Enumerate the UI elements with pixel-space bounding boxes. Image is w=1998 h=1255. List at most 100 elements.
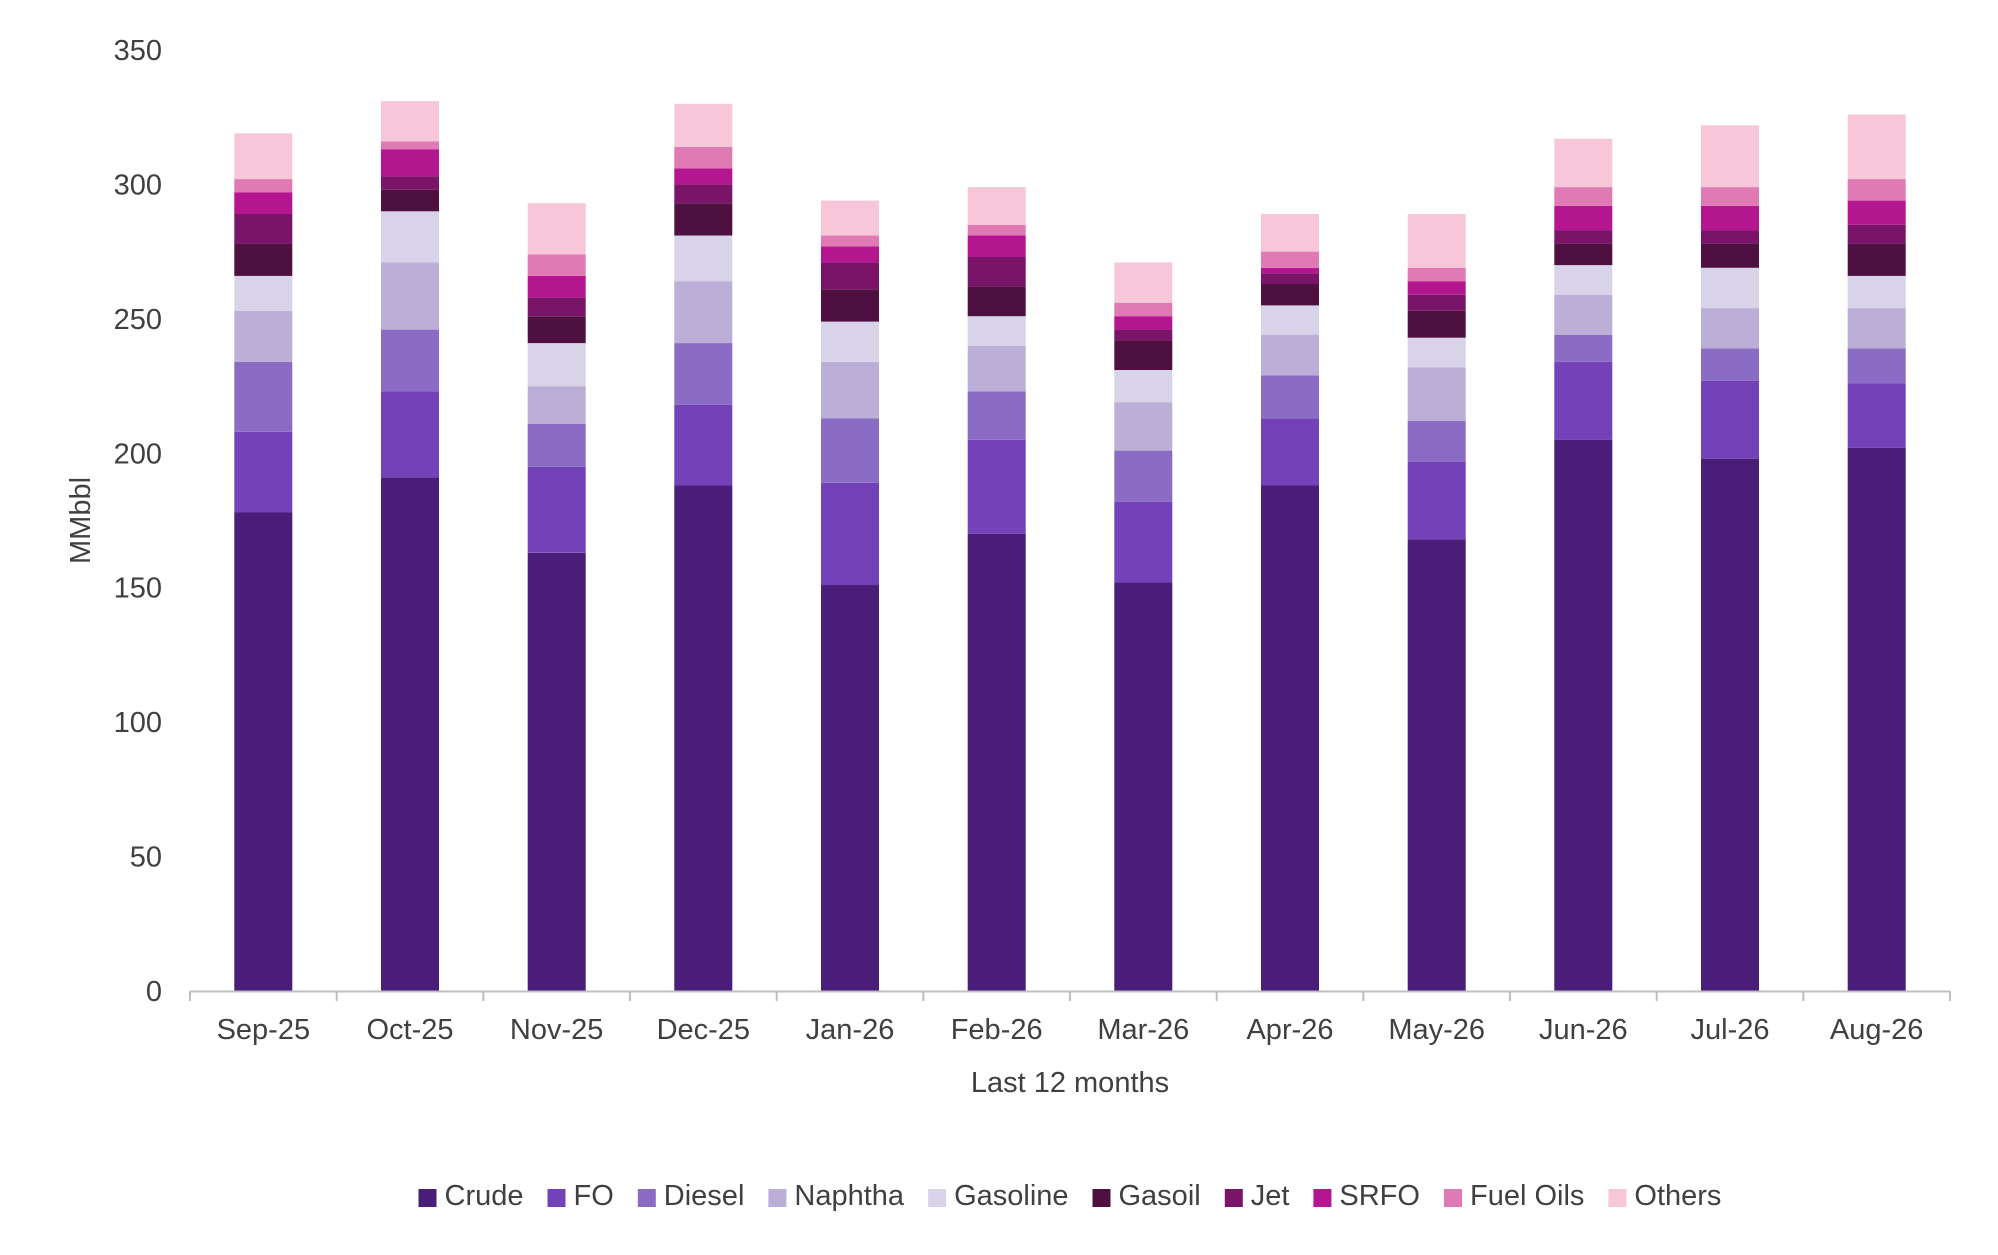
bar-segment-fuel-oils-sep-25: [234, 179, 293, 193]
y-tick-label: 350: [114, 35, 162, 67]
legend-label: Gasoline: [954, 1180, 1068, 1212]
x-tick-label: Jul-26: [1691, 1014, 1770, 1046]
bar-segment-fo-aug-26: [1847, 383, 1906, 448]
bar-segment-jet-mar-26: [1114, 329, 1173, 341]
legend-item: SRFO: [1313, 1180, 1420, 1212]
bar-segment-others-mar-26: [1114, 262, 1173, 303]
bar-segment-diesel-may-26: [1407, 421, 1466, 462]
x-tick-label: Jun-26: [1539, 1014, 1628, 1046]
legend-label: Fuel Oils: [1470, 1180, 1584, 1212]
bar-segment-crude-oct-25: [381, 477, 439, 991]
bar-segment-srfo-nov-25: [527, 275, 586, 298]
x-tick-label: Nov-25: [510, 1014, 604, 1046]
bar-segment-fuel-oils-oct-25: [381, 141, 439, 150]
x-tick-label: May-26: [1388, 1014, 1485, 1046]
bar-segment-srfo-mar-26: [1114, 316, 1173, 330]
bar-segment-gasoil-jun-26: [1554, 243, 1613, 266]
bar-segment-others-jul-26: [1701, 125, 1759, 188]
bar-segment-naphtha-jul-26: [1701, 308, 1759, 349]
bar-segment-others-oct-25: [381, 101, 439, 142]
bar-segment-crude-feb-26: [967, 533, 1026, 991]
bar-segment-crude-dec-25: [674, 485, 733, 991]
bar-segment-gasoil-nov-25: [527, 316, 586, 344]
legend-item: Diesel: [637, 1180, 745, 1212]
bar-segment-gasoline-aug-26: [1847, 275, 1906, 309]
bar-segment-fuel-oils-jul-26: [1701, 187, 1759, 206]
bar-segment-gasoil-jul-26: [1701, 243, 1759, 268]
x-tick-label: Feb-26: [951, 1014, 1043, 1046]
bar-segment-fuel-oils-feb-26: [967, 224, 1026, 236]
legend-label: Crude: [445, 1180, 524, 1212]
bar-segment-crude-jul-26: [1701, 458, 1759, 991]
bar-segment-srfo-oct-25: [381, 149, 439, 177]
legend-label: Gasoil: [1119, 1180, 1201, 1212]
y-tick-label: 150: [114, 573, 162, 605]
bar-segment-naphtha-may-26: [1407, 367, 1466, 422]
bar-segment-naphtha-oct-25: [381, 262, 439, 330]
legend-label: Naphtha: [794, 1180, 905, 1212]
bar-segment-fo-mar-26: [1114, 501, 1173, 583]
bar-segment-others-jun-26: [1554, 138, 1613, 188]
bar-segment-fo-jan-26: [821, 482, 879, 586]
bar-segment-crude-may-26: [1407, 539, 1466, 991]
bar-segment-srfo-sep-25: [234, 192, 293, 214]
legend: Crude FO Diesel Naphtha Gasoline Gasoil Jet SRF…: [418, 1180, 1721, 1212]
bar-segment-gasoline-jan-26: [821, 321, 879, 362]
bar-segment-diesel-dec-25: [674, 343, 733, 405]
bar-segment-others-sep-25: [234, 133, 293, 179]
legend-swatch: [928, 1189, 947, 1207]
bar-segment-fuel-oils-aug-26: [1847, 179, 1906, 201]
bar-segment-srfo-feb-26: [967, 235, 1026, 257]
legend-swatch: [768, 1189, 787, 1207]
bar-segment-gasoline-jul-26: [1701, 267, 1759, 309]
legend-item: Jet: [1224, 1180, 1289, 1212]
bar-segment-jet-jul-26: [1701, 230, 1759, 244]
legend-item: Others: [1608, 1180, 1721, 1212]
bar-segment-naphtha-jan-26: [821, 361, 879, 419]
y-tick-label: 50: [130, 842, 162, 874]
legend-label: Diesel: [664, 1180, 745, 1212]
bar-segment-jet-may-26: [1407, 294, 1466, 311]
bar-segment-gasoline-feb-26: [967, 316, 1026, 346]
bar-segment-fuel-oils-jun-26: [1554, 187, 1613, 206]
bar-segment-diesel-oct-25: [381, 329, 439, 392]
legend-swatch: [1608, 1189, 1627, 1207]
x-tick-label: Mar-26: [1097, 1014, 1189, 1046]
bar-segment-srfo-jun-26: [1554, 205, 1613, 231]
bar-segment-fo-oct-25: [381, 391, 439, 478]
bar-segment-fo-feb-26: [967, 439, 1026, 534]
bar-segment-others-jan-26: [821, 200, 879, 236]
y-tick-label: 300: [114, 169, 162, 201]
legend-label: Others: [1634, 1180, 1721, 1212]
bar-segment-naphtha-feb-26: [967, 345, 1026, 392]
bar-segment-jet-oct-25: [381, 176, 439, 190]
bar-segment-jet-feb-26: [967, 257, 1026, 287]
bar-segment-fuel-oils-may-26: [1407, 267, 1466, 282]
x-tick-label: Oct-25: [366, 1014, 453, 1046]
bar-segment-crude-apr-26: [1261, 485, 1319, 991]
legend-swatch: [418, 1189, 437, 1207]
bar-segment-crude-nov-25: [527, 552, 586, 991]
bar-segment-crude-mar-26: [1114, 582, 1173, 991]
legend-item: FO: [547, 1180, 614, 1212]
bar-segment-gasoil-apr-26: [1261, 283, 1319, 306]
bar-segment-gasoline-sep-25: [234, 275, 293, 311]
bar-segment-gasoline-may-26: [1407, 337, 1466, 368]
x-tick-label: Jan-26: [806, 1014, 895, 1046]
bar-segment-fuel-oils-apr-26: [1261, 251, 1319, 268]
bar-segment-jet-aug-26: [1847, 224, 1906, 244]
y-tick-label: 250: [114, 304, 162, 336]
bar-segment-gasoil-jan-26: [821, 289, 879, 322]
bar-segment-others-may-26: [1407, 214, 1466, 268]
bar-segment-fo-nov-25: [527, 466, 586, 553]
bar-segment-naphtha-dec-25: [674, 281, 733, 343]
bar-segment-fo-jul-26: [1701, 380, 1759, 459]
x-tick-label: Dec-25: [657, 1014, 751, 1046]
bar-segment-gasoil-feb-26: [967, 286, 1026, 317]
legend-swatch: [1092, 1189, 1111, 1207]
bar-segment-diesel-feb-26: [967, 391, 1026, 440]
bar-segment-others-nov-25: [527, 203, 586, 255]
bar-segment-diesel-mar-26: [1114, 450, 1173, 502]
bar-segment-fuel-oils-nov-25: [527, 254, 586, 276]
